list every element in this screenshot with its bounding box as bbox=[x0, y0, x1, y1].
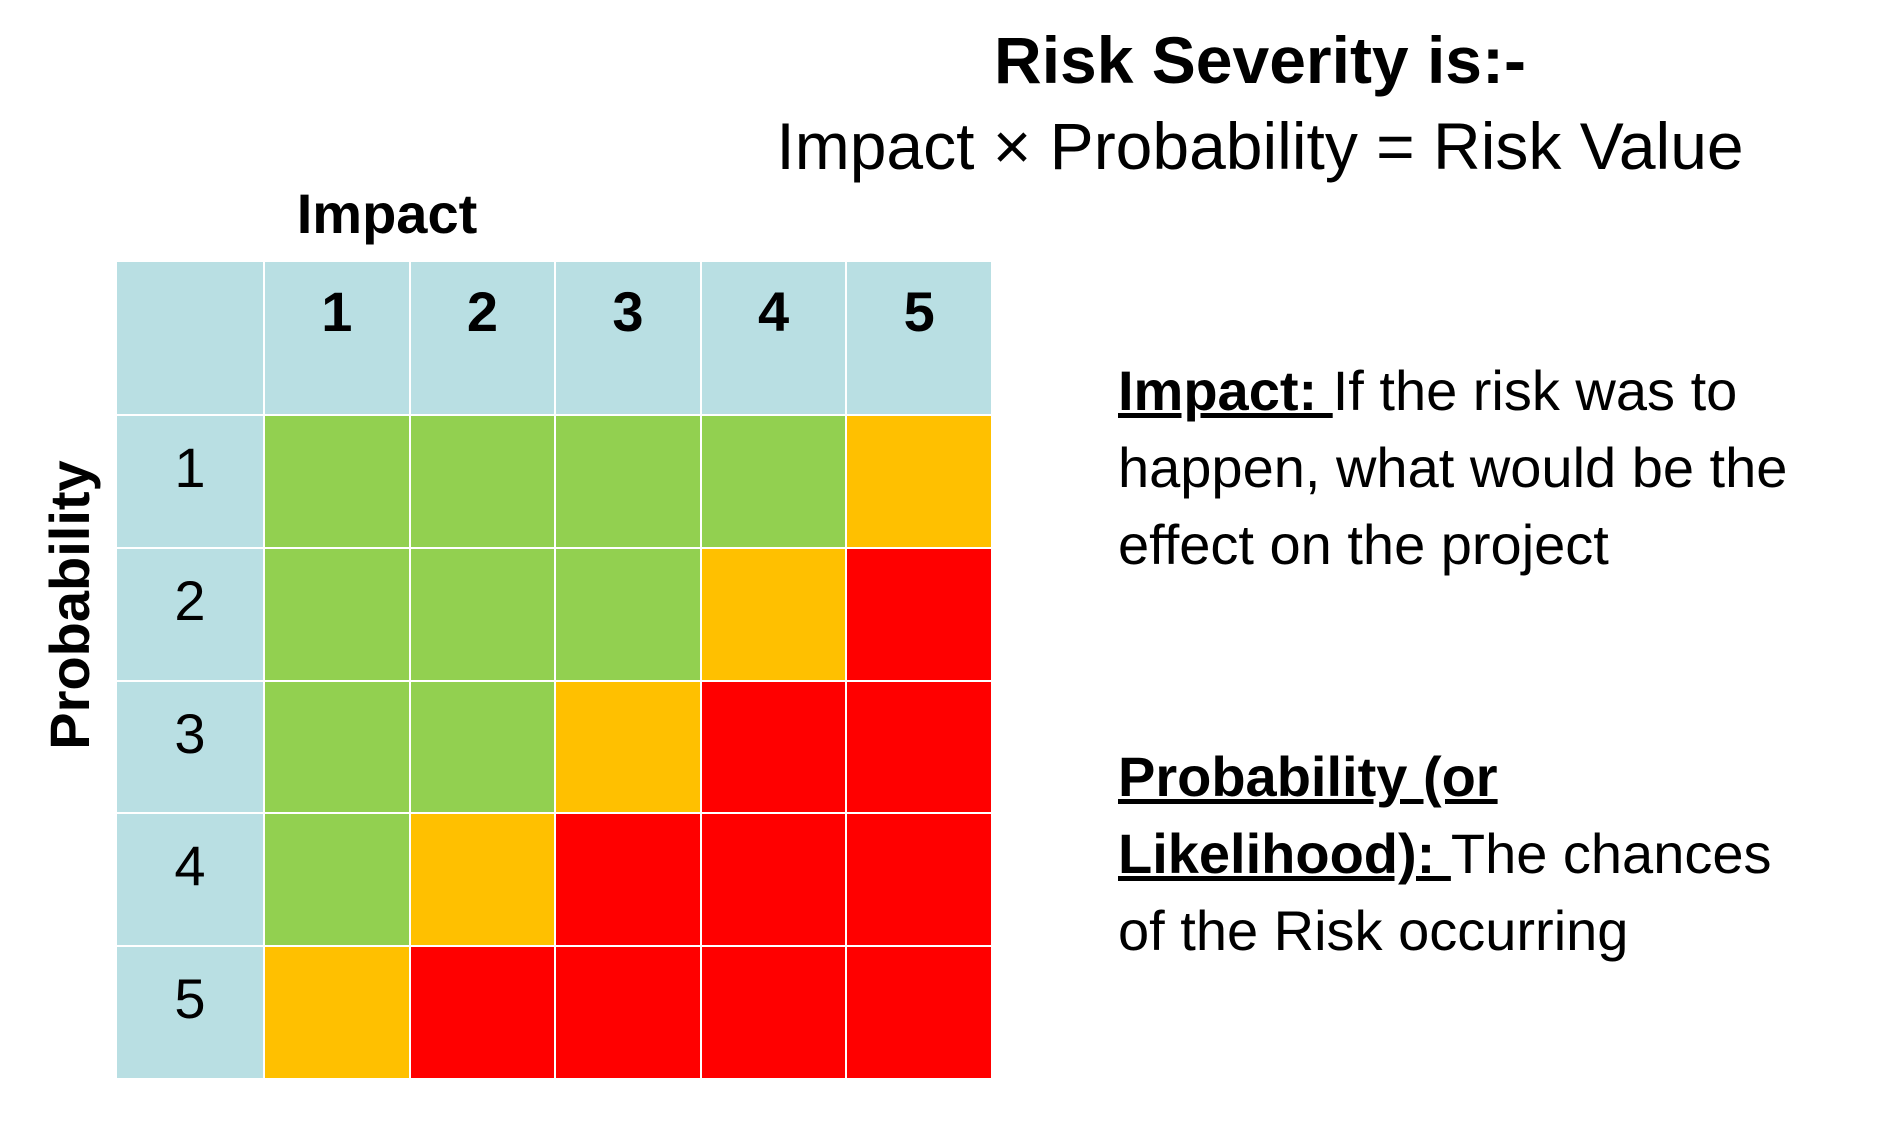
risk-cell-p2-i1-low bbox=[265, 548, 409, 680]
impact-header-1: 1 bbox=[265, 262, 409, 414]
risk-cell-p2-i3-low bbox=[556, 548, 700, 680]
probability-header-2: 2 bbox=[117, 548, 263, 680]
risk-cell-p1-i1-low bbox=[265, 416, 409, 547]
risk-cell-p4-i4-high bbox=[701, 814, 846, 946]
risk-cell-p4-i5-high bbox=[847, 814, 991, 946]
risk-cell-p1-i3-low bbox=[556, 416, 700, 547]
risk-cell-p3-i5-high bbox=[847, 681, 991, 813]
risk-cell-p1-i4-low bbox=[701, 416, 846, 547]
risk-cell-p5-i3-high bbox=[556, 947, 700, 1078]
probability-header-5: 5 bbox=[117, 947, 263, 1078]
impact-definition-term: Impact: bbox=[1118, 359, 1333, 422]
impact-header-4: 4 bbox=[701, 262, 846, 414]
impact-header-2: 2 bbox=[410, 262, 555, 414]
risk-cell-p4-i2-medium bbox=[410, 814, 555, 946]
risk-cell-p3-i4-high bbox=[701, 681, 846, 813]
formula-subtitle: Impact × Probability = Risk Value bbox=[776, 109, 1744, 183]
risk-cell-p2-i5-high bbox=[847, 548, 991, 680]
risk-cell-p3-i3-medium bbox=[556, 681, 700, 813]
risk-cell-p4-i3-high bbox=[556, 814, 700, 946]
risk-cell-p1-i2-low bbox=[410, 416, 555, 547]
impact-header-3: 3 bbox=[556, 262, 700, 414]
probability-axis-label: Probability bbox=[38, 460, 101, 750]
risk-cell-p2-i4-medium bbox=[701, 548, 846, 680]
probability-header-4: 4 bbox=[117, 814, 263, 946]
risk-cell-p5-i1-medium bbox=[265, 947, 409, 1078]
probability-header-1: 1 bbox=[117, 416, 263, 547]
probability-definition: Probability (or Likelihood): The chances… bbox=[1118, 738, 1818, 969]
impact-header-5: 5 bbox=[847, 262, 991, 414]
probability-definition-text: The chances of the Risk occurring bbox=[1118, 822, 1772, 962]
probability-header-3: 3 bbox=[117, 681, 263, 813]
risk-cell-p1-i5-medium bbox=[847, 416, 991, 547]
impact-axis-label: Impact bbox=[296, 182, 478, 245]
risk-cell-p4-i1-low bbox=[265, 814, 409, 946]
impact-definition-text: If the risk was to happen, what would be… bbox=[1118, 359, 1788, 576]
risk-cell-p5-i4-high bbox=[701, 947, 846, 1078]
page-title: Risk Severity is:- bbox=[994, 23, 1526, 97]
risk-cell-p5-i2-high bbox=[410, 947, 555, 1078]
risk-cell-p5-i5-high bbox=[847, 947, 991, 1078]
impact-definition: Impact: If the risk was to happen, what … bbox=[1118, 352, 1818, 583]
probability-definition-term: Probability (or Likelihood): bbox=[1118, 745, 1498, 885]
risk-cell-p3-i1-low bbox=[265, 681, 409, 813]
risk-cell-p3-i2-low bbox=[410, 681, 555, 813]
matrix-corner-cell bbox=[117, 262, 263, 414]
risk-cell-p2-i2-low bbox=[410, 548, 555, 680]
